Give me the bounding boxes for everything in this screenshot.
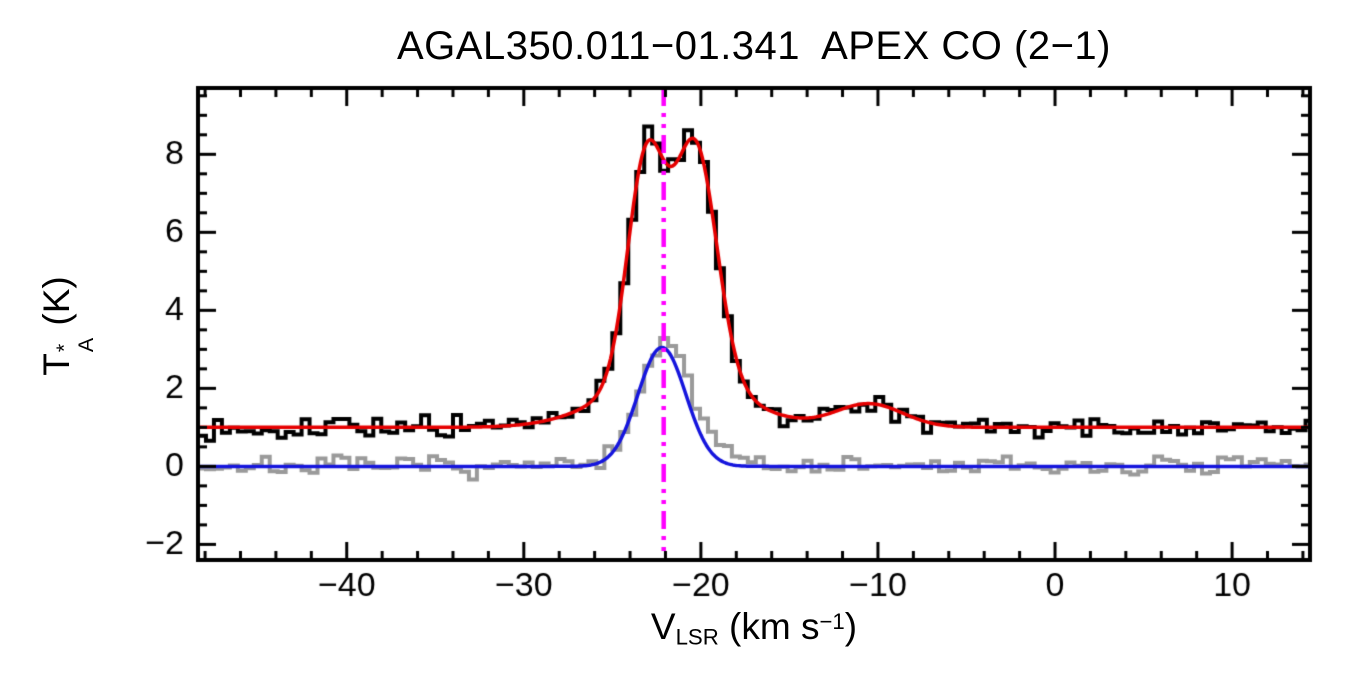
x-axis-label: VLSR (km s−1): [650, 606, 858, 650]
x-label-subscript: LSR: [675, 624, 719, 650]
y-label-subscript: A: [73, 337, 98, 353]
y-axis-label: T * A (K): [36, 276, 98, 376]
y-label-superscript: *: [51, 343, 76, 353]
plot-title: AGAL350.011−01.341 APEX CO (2−1): [397, 24, 1111, 68]
x-label-superscript: −1: [819, 609, 845, 635]
